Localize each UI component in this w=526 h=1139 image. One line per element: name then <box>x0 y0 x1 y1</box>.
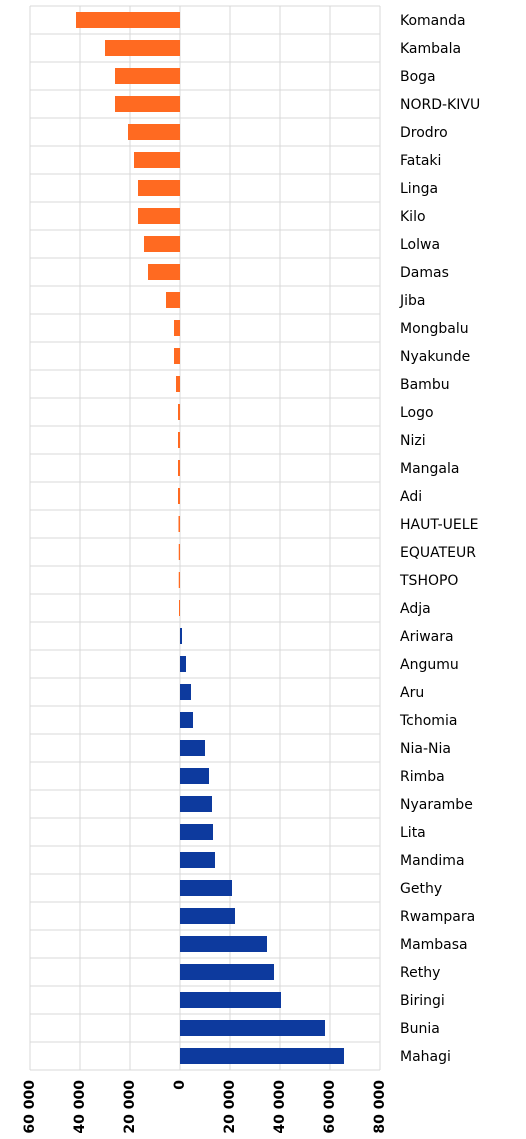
y-tick-label: Angumu <box>400 657 459 673</box>
y-tick-label: Gethy <box>400 881 442 897</box>
y-tick-label: Adja <box>400 601 431 617</box>
y-tick-label: Aru <box>400 685 424 701</box>
y-tick-label: Mangala <box>400 461 459 477</box>
y-tick-label: Nyakunde <box>400 349 470 365</box>
bar <box>178 488 180 504</box>
y-tick-label: Boga <box>400 69 436 85</box>
y-tick-label: Tchomia <box>399 713 457 729</box>
bar <box>144 236 180 252</box>
bar <box>105 40 180 56</box>
y-tick-label: NORD-KIVU <box>400 97 480 113</box>
y-tick-label: Jiba <box>399 293 425 309</box>
y-tick-label: Rimba <box>400 769 445 785</box>
y-tick-label: TSHOPO <box>399 573 458 589</box>
y-tick-label: Nyarambe <box>400 797 473 813</box>
bar <box>179 600 180 616</box>
bar <box>180 656 186 672</box>
bar <box>180 628 182 644</box>
bar <box>115 96 180 112</box>
x-tick-label: 60 000 <box>322 1080 338 1134</box>
bar <box>138 208 180 224</box>
y-tick-label: Drodro <box>400 125 448 141</box>
y-tick-label: Linga <box>400 181 438 197</box>
bar <box>178 516 180 532</box>
bar <box>174 348 180 364</box>
y-tick-label: Mongbalu <box>400 321 469 337</box>
y-tick-label: Kilo <box>400 209 426 225</box>
bar <box>178 460 180 476</box>
y-tick-label: Mandima <box>400 853 465 869</box>
y-tick-label: Fataki <box>400 153 441 169</box>
y-tick-label: Lita <box>400 825 426 841</box>
bar <box>180 992 281 1008</box>
bar <box>180 768 209 784</box>
x-tick-label: 60 000 <box>22 1080 38 1134</box>
bar <box>138 180 180 196</box>
bar <box>166 292 180 308</box>
y-tick-label: Komanda <box>400 13 466 29</box>
bar <box>178 544 180 560</box>
y-tick-label: Mahagi <box>400 1049 451 1065</box>
bar <box>180 684 191 700</box>
bar <box>148 264 180 280</box>
y-tick-label: HAUT-UELE <box>400 517 478 533</box>
y-tick-label: Damas <box>400 265 449 281</box>
y-tick-label: Ariwara <box>400 629 454 645</box>
bar <box>180 824 213 840</box>
x-tick-label: 0 <box>172 1080 188 1090</box>
bar <box>180 1020 325 1036</box>
y-tick-label: Rethy <box>400 965 440 981</box>
bar <box>180 1048 344 1064</box>
bar <box>180 712 193 728</box>
x-tick-label: 20 000 <box>222 1080 238 1134</box>
bar <box>128 124 180 140</box>
y-tick-label: Nia-Nia <box>400 741 451 757</box>
y-tick-label: Bunia <box>400 1021 440 1037</box>
bar <box>178 572 180 588</box>
x-tick-label: 40 000 <box>272 1080 288 1134</box>
y-tick-label: Adi <box>400 489 422 505</box>
bar <box>180 908 235 924</box>
y-tick-label: Biringi <box>400 993 445 1009</box>
x-tick-label: 20 000 <box>122 1080 138 1134</box>
y-tick-label: Bambu <box>400 377 450 393</box>
bar <box>115 68 180 84</box>
bar <box>180 740 205 756</box>
bar <box>180 936 267 952</box>
bar <box>180 852 215 868</box>
bar <box>180 880 232 896</box>
y-tick-label: Rwampara <box>400 909 475 925</box>
x-tick-label: 40 000 <box>72 1080 88 1134</box>
y-tick-label: Logo <box>400 405 434 421</box>
bar <box>176 376 180 392</box>
x-tick-label: 80 000 <box>372 1080 388 1134</box>
y-tick-label: Kambala <box>400 41 461 57</box>
bar <box>76 12 180 28</box>
y-tick-label: Nizi <box>400 433 426 449</box>
bar <box>134 152 180 168</box>
bar <box>178 432 180 448</box>
bar <box>174 320 180 336</box>
y-tick-label: EQUATEUR <box>400 545 476 561</box>
bar <box>178 404 180 420</box>
bar <box>180 964 274 980</box>
y-tick-label: Mambasa <box>400 937 468 953</box>
y-tick-label: Lolwa <box>400 237 440 253</box>
bar <box>180 796 212 812</box>
